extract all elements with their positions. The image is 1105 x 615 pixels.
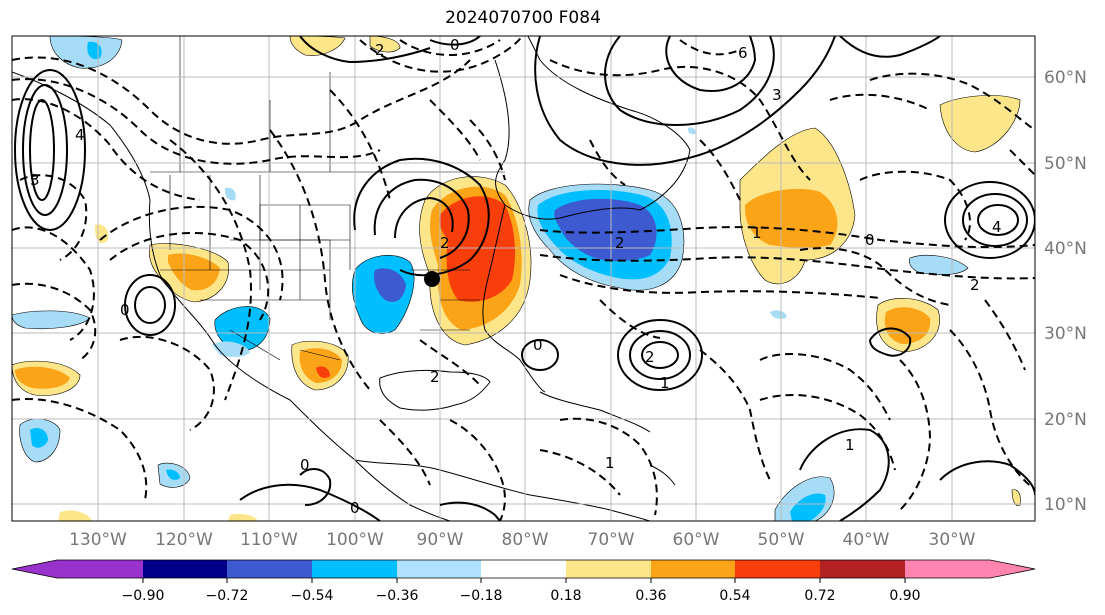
lon-label: 110°W: [240, 530, 298, 550]
contour-label: 0: [300, 456, 310, 474]
colorbar-segment: [566, 560, 651, 578]
contour-label: 1: [845, 436, 855, 454]
colorbar-tick-label: 0.90: [889, 588, 920, 604]
contour-label: 6: [738, 44, 748, 62]
colorbar-tick-label: −0.90: [122, 588, 165, 604]
colorbar-tick-label: 0.18: [550, 588, 581, 604]
contour-labels: 2 0 3 4 6 1 2 0 1 2 0 1 2 3 4 0 0 2 1 2 …: [30, 36, 1002, 517]
borders: [150, 36, 505, 361]
lat-label: 60°N: [1044, 68, 1087, 88]
contour-label: 2: [970, 276, 980, 294]
colorbar-segment: [227, 560, 312, 578]
contour-label: 0: [350, 499, 360, 517]
contour-label: 0: [120, 301, 130, 319]
contour-label: 3: [772, 86, 782, 104]
colorbar-segment: [397, 560, 481, 578]
contour-label: 4: [75, 126, 85, 144]
lat-label: 20°N: [1044, 410, 1087, 430]
contour-label: 2: [440, 234, 450, 252]
colorbar-tick-label: 0.54: [719, 588, 750, 604]
contour-label: 0: [533, 336, 543, 354]
shaded-anomalies: [12, 36, 1021, 521]
lon-label: 120°W: [155, 530, 213, 550]
contour-label: 2: [645, 348, 655, 366]
lat-label: 40°N: [1044, 239, 1087, 259]
lon-label: 50°W: [758, 530, 805, 550]
contour-label: 1: [660, 374, 670, 392]
lat-label: 50°N: [1044, 154, 1087, 174]
lon-label: 90°W: [417, 530, 464, 550]
lon-label: 70°W: [588, 530, 635, 550]
lon-axis: 130°W 120°W 110°W 100°W 90°W 80°W 70°W 6…: [69, 530, 976, 550]
colorbar-segment: [820, 560, 905, 578]
colorbar-segment: [905, 560, 990, 578]
contour-label: 1: [605, 454, 615, 472]
contour-label: 1: [752, 224, 762, 242]
location-marker: [424, 271, 440, 287]
colorbar-segment: [143, 560, 227, 578]
lat-axis: 60°N 50°N 40°N 30°N 20°N 10°N: [1044, 68, 1087, 515]
contour-label: 0: [450, 36, 460, 54]
colorbar-tick-label: 0.36: [635, 588, 666, 604]
colorbar-extend-high: [990, 560, 1035, 578]
colorbar-tick-label: −0.72: [206, 588, 249, 604]
lat-label: 10°N: [1044, 495, 1087, 515]
colorbar-segment: [651, 560, 735, 578]
lon-label: 100°W: [326, 530, 384, 550]
colorbar-segment: [481, 560, 566, 578]
colorbar-segment: [312, 560, 397, 578]
contour-label: 2: [615, 234, 625, 252]
lon-label: 30°W: [929, 530, 976, 550]
contour-label: 2: [375, 41, 385, 59]
lon-label: 40°W: [843, 530, 890, 550]
map-frame: [11, 35, 1036, 522]
lon-label: 80°W: [502, 530, 549, 550]
colorbar: −0.90 −0.72 −0.54 −0.36 −0.18 0.18 0.36 …: [11, 559, 1036, 604]
contour-label: 0: [865, 231, 875, 249]
chart-title: 2024070700 F084: [445, 8, 601, 28]
colorbar-extend-low: [12, 560, 57, 578]
colorbar-tick-label: 0.72: [804, 588, 835, 604]
contours-solid: [14, 36, 1035, 521]
lon-label: 60°W: [673, 530, 720, 550]
lat-label: 30°N: [1044, 324, 1087, 344]
contour-label: 4: [992, 218, 1002, 236]
colorbar-tick-label: −0.54: [291, 588, 334, 604]
contour-label: 2: [430, 368, 440, 386]
contour-label: 3: [30, 171, 40, 189]
lon-label: 130°W: [69, 530, 127, 550]
colorbar-segment: [57, 560, 143, 578]
colorbar-tick-label: −0.18: [460, 588, 503, 604]
colorbar-tick-label: −0.36: [376, 588, 419, 604]
colorbar-segment: [735, 560, 820, 578]
